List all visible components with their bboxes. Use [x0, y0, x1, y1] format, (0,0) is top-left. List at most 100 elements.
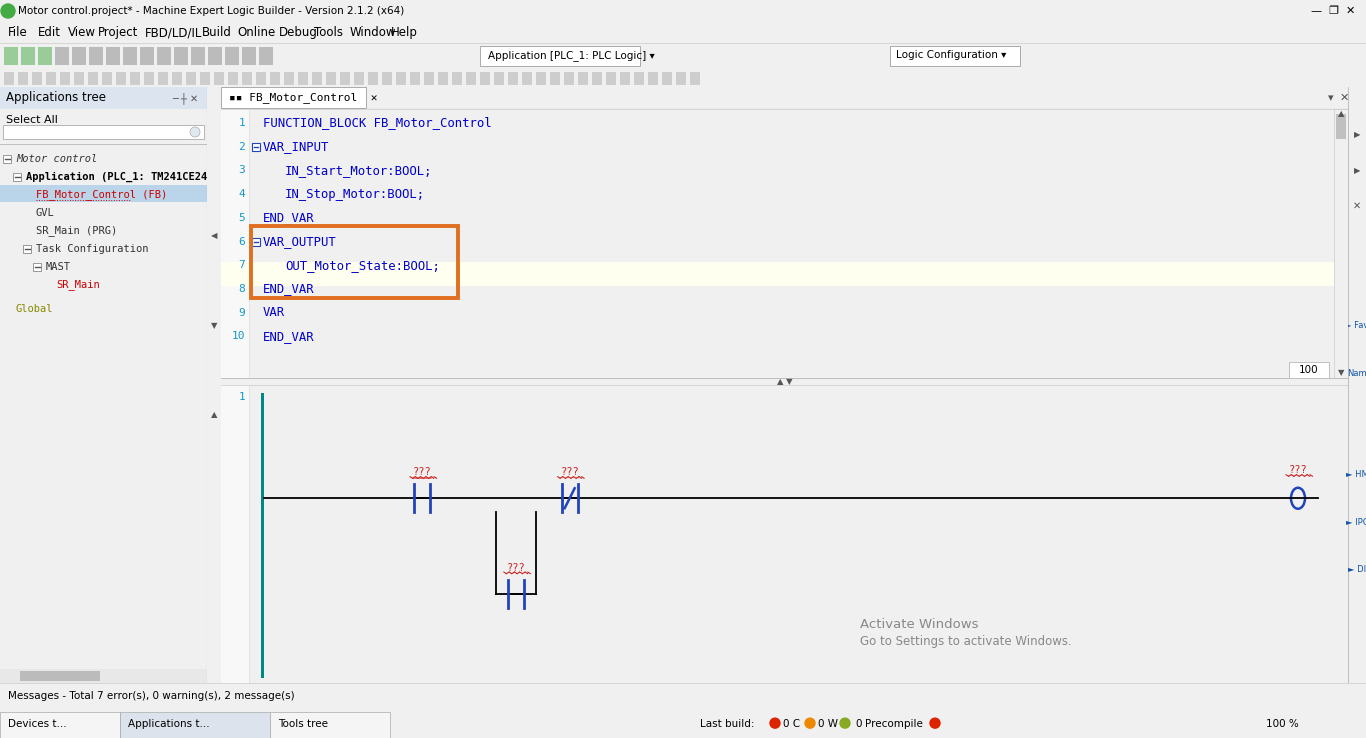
Bar — [4, 72, 14, 85]
Bar — [284, 72, 294, 85]
Bar — [158, 72, 168, 85]
Bar — [221, 109, 249, 378]
Text: END_VAR: END_VAR — [264, 283, 314, 295]
Text: IN_Stop_Motor:BOOL;: IN_Stop_Motor:BOOL; — [285, 187, 425, 201]
Bar — [242, 72, 251, 85]
Text: —: — — [1310, 6, 1321, 16]
Text: File: File — [8, 26, 27, 39]
Bar — [0, 684, 1366, 711]
Bar — [0, 712, 120, 738]
Bar — [123, 47, 137, 65]
Text: Applications tree: Applications tree — [5, 92, 107, 105]
Text: MAST: MAST — [46, 262, 71, 272]
Text: IN_Start_Motor:BOOL;: IN_Start_Motor:BOOL; — [285, 164, 433, 177]
Text: 3: 3 — [238, 165, 245, 176]
Bar — [260, 47, 273, 65]
Text: Activate Windows: Activate Windows — [861, 618, 978, 631]
Bar — [466, 72, 475, 85]
Text: Tools: Tools — [314, 26, 343, 39]
Bar — [255, 72, 266, 85]
Bar — [0, 87, 208, 109]
Bar — [270, 72, 280, 85]
Bar — [251, 226, 458, 298]
Text: Global: Global — [16, 304, 53, 314]
Bar — [89, 47, 102, 65]
Bar — [214, 72, 224, 85]
Text: ▪▪ FB_Motor_Control  ✕: ▪▪ FB_Motor_Control ✕ — [229, 92, 377, 103]
Bar — [116, 72, 126, 85]
Text: ▶: ▶ — [1354, 166, 1361, 175]
Text: SR_Main (PRG): SR_Main (PRG) — [36, 226, 117, 236]
Text: ◀: ◀ — [210, 232, 217, 241]
Bar — [591, 72, 602, 85]
Bar — [690, 72, 699, 85]
Bar — [33, 263, 41, 271]
Text: 10: 10 — [231, 331, 245, 342]
Text: FBD/LD/IL: FBD/LD/IL — [145, 26, 202, 39]
Text: Online: Online — [238, 26, 276, 39]
Bar — [410, 72, 419, 85]
Bar — [14, 173, 20, 181]
Bar — [494, 72, 504, 85]
Bar — [550, 72, 560, 85]
Text: 1: 1 — [238, 392, 245, 402]
Text: SR_Main: SR_Main — [56, 280, 100, 291]
Text: VAR: VAR — [264, 306, 285, 320]
Text: 8: 8 — [238, 284, 245, 294]
Text: 0 C: 0 C — [783, 720, 800, 729]
Bar — [221, 87, 366, 108]
Text: ► IPC: ► IPC — [1346, 517, 1366, 527]
Bar — [508, 72, 518, 85]
Text: ▲: ▲ — [1337, 109, 1344, 119]
Bar — [578, 72, 587, 85]
Bar — [23, 245, 31, 253]
Bar — [270, 712, 391, 738]
Text: Precompile: Precompile — [865, 720, 923, 729]
Text: Select All: Select All — [5, 115, 57, 125]
Bar — [191, 47, 205, 65]
Text: Last build:: Last build: — [699, 720, 754, 729]
Bar — [74, 72, 83, 85]
Text: Edit: Edit — [38, 26, 61, 39]
Text: ✕: ✕ — [1340, 93, 1350, 103]
Bar — [4, 47, 18, 65]
Text: ???: ??? — [1288, 465, 1307, 475]
Bar — [522, 72, 531, 85]
Text: VAR_OUTPUT: VAR_OUTPUT — [264, 235, 337, 248]
Bar — [208, 47, 223, 65]
Text: ─ ┼ ✕: ─ ┼ ✕ — [172, 92, 198, 104]
Text: 4: 4 — [238, 189, 245, 199]
Circle shape — [190, 127, 199, 137]
Bar — [0, 185, 208, 202]
Text: ▲ ▼: ▲ ▼ — [777, 377, 792, 386]
Bar — [199, 72, 210, 85]
Text: Project: Project — [98, 26, 138, 39]
Text: ▶: ▶ — [1354, 130, 1361, 139]
Bar — [354, 72, 363, 85]
Bar — [173, 47, 189, 65]
Bar — [102, 72, 112, 85]
Bar — [634, 72, 643, 85]
Bar — [38, 47, 52, 65]
Text: Devices t...: Devices t... — [8, 720, 67, 729]
Bar — [382, 72, 392, 85]
Bar — [143, 72, 154, 85]
Bar — [891, 46, 1020, 66]
Text: Build: Build — [202, 26, 232, 39]
Bar — [326, 72, 336, 85]
Bar — [564, 72, 574, 85]
Bar — [242, 47, 255, 65]
Bar — [87, 72, 98, 85]
Text: 0 W: 0 W — [818, 720, 837, 729]
Text: 100: 100 — [1299, 365, 1318, 375]
Text: 7: 7 — [238, 261, 245, 270]
Text: 1: 1 — [238, 118, 245, 128]
Text: Go to Settings to activate Windows.: Go to Settings to activate Windows. — [861, 635, 1072, 648]
Bar — [396, 72, 406, 85]
Bar — [676, 72, 686, 85]
Bar — [18, 72, 27, 85]
Text: Nam: Nam — [1347, 368, 1366, 378]
Text: Debug: Debug — [279, 26, 317, 39]
Text: ✕: ✕ — [1346, 6, 1355, 16]
Bar — [55, 47, 70, 65]
